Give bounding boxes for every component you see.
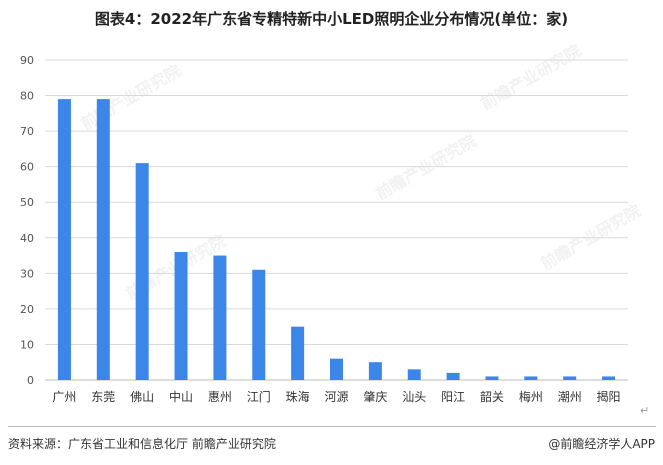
bar-chart: 前瞻产业研究院前瞻产业研究院前瞻产业研究院前瞻产业研究院前瞻产业研究院 0 10 2… [20, 41, 645, 404]
x-tick-label: 惠州 [208, 390, 232, 404]
y-tick-label: 90 [20, 54, 34, 67]
x-tick-label: 揭阳 [597, 389, 621, 404]
x-tick-label: 佛山 [130, 390, 154, 404]
x-tick-label: 潮州 [558, 389, 582, 404]
bar [252, 269, 266, 380]
y-tick-label: 20 [20, 303, 34, 316]
y-tick-label: 80 [20, 90, 34, 103]
bar [407, 369, 421, 380]
x-tick-label: 河源 [324, 390, 348, 404]
bar [446, 372, 460, 380]
gridlines [45, 59, 628, 381]
chart-title: 图表4：2022年广东省专精特新中小LED照明企业分布情况(单位：家) [94, 10, 569, 28]
y-tick-label: 60 [20, 161, 34, 174]
footer-divider [8, 426, 656, 427]
watermark-layer: 前瞻产业研究院前瞻产业研究院前瞻产业研究院前瞻产业研究院前瞻产业研究院 [78, 41, 645, 303]
x-tick-label: 广州 [52, 390, 76, 404]
x-tick-label: 阳江 [441, 390, 465, 404]
watermark-text: 前瞻产业研究院 [78, 61, 185, 133]
bar [524, 376, 538, 380]
bar [602, 376, 616, 380]
y-axis-ticks: 0 10 20 30 40 50 60 70 80 90 [20, 54, 34, 387]
x-tick-label: 东莞 [91, 390, 115, 404]
credit-note: @前瞻经济学人APP [548, 437, 655, 451]
bar [213, 255, 227, 380]
y-tick-label: 30 [20, 267, 34, 280]
x-tick-label: 肇庆 [363, 389, 387, 404]
bar [291, 326, 305, 380]
y-tick-label: 40 [20, 232, 34, 245]
y-tick-label: 0 [27, 374, 34, 387]
x-tick-label: 珠海 [286, 389, 310, 404]
x-tick-label: 中山 [169, 389, 193, 404]
bar [174, 252, 188, 380]
source-note: 资料来源：广东省工业和信息化厅 前瞻产业研究院 [8, 437, 276, 451]
bar [135, 163, 149, 380]
watermark-text: 前瞻产业研究院 [538, 201, 645, 273]
x-tick-label: 梅州 [519, 389, 543, 404]
x-axis-labels: 广州 东莞 佛山 中山 惠州 江门 珠海 河源 肇庆 汕头 阳江 韶关 梅州 潮州 揭阳 [52, 389, 620, 404]
bar [368, 362, 382, 380]
watermark-text: 前瞻产业研究院 [478, 41, 585, 113]
y-tick-label: 50 [20, 196, 34, 209]
bar [57, 99, 71, 380]
x-tick-label: 韶关 [480, 389, 504, 404]
y-tick-label: 70 [20, 125, 34, 138]
y-tick-label: 10 [20, 338, 34, 351]
bar [96, 99, 110, 380]
bar [330, 358, 343, 380]
x-tick-label: 汕头 [402, 390, 426, 404]
watermark-text: 前瞻产业研究院 [373, 131, 480, 203]
bar [485, 376, 499, 380]
bars [57, 99, 616, 380]
bar [563, 376, 577, 380]
return-glyph: ↵ [640, 404, 650, 417]
x-tick-label: 江门 [247, 389, 271, 404]
